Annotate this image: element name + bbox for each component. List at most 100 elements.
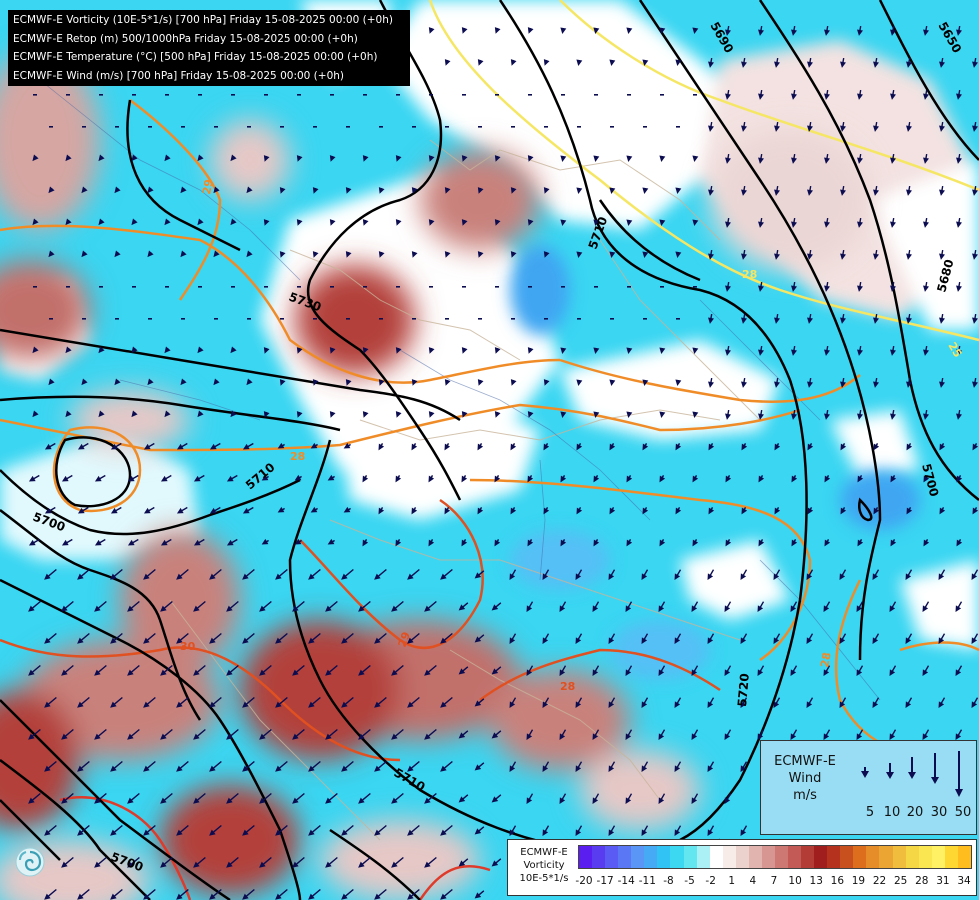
wind-arrow <box>395 475 402 483</box>
wind-arrow <box>444 443 451 451</box>
wind-arrow <box>741 507 748 515</box>
wind-arrow <box>741 121 747 132</box>
wind-calm-mark <box>66 94 70 96</box>
wind-arrow <box>823 601 831 613</box>
wind-value: 50 <box>954 805 972 820</box>
wind-arrow <box>576 379 583 386</box>
wind-arrow <box>922 665 930 677</box>
wind-arrow <box>147 378 154 386</box>
wind-arrow <box>510 443 517 451</box>
color-swatch <box>644 846 658 868</box>
wind-arrow <box>592 729 600 741</box>
wind-arrow <box>905 569 913 581</box>
wind-calm-mark <box>99 286 103 288</box>
color-swatch <box>761 846 775 868</box>
wind-arrow <box>477 379 484 386</box>
wind-arrow <box>28 728 41 740</box>
wind-calm-mark <box>462 94 466 96</box>
wind-calm-mark <box>247 318 251 320</box>
wind-arrow <box>44 824 57 836</box>
wind-arrow <box>296 411 303 418</box>
color-swatch <box>801 846 815 868</box>
isotherm-red-bottom-2 <box>418 865 491 900</box>
wind-calm-mark <box>577 318 581 320</box>
wind-arrow <box>263 347 270 354</box>
wind-arrow <box>674 633 682 645</box>
wind-arrow <box>440 824 453 836</box>
wind-arrow <box>143 760 156 772</box>
wind-arrow <box>308 824 321 836</box>
wind-arrow <box>32 154 39 162</box>
wind-arrow <box>906 313 912 324</box>
wind-arrow <box>325 664 338 676</box>
wind-arrow <box>807 313 813 324</box>
color-swatch <box>827 846 841 868</box>
wind-arrow <box>608 633 616 645</box>
wind-legend: ECMWF-E Wind m/s 5 10 20 30 50 <box>760 740 977 835</box>
wind-arrow <box>81 186 88 194</box>
wind-arrow <box>527 475 534 483</box>
wind-calm-mark <box>396 286 400 288</box>
title-temperature: ECMWF-E Temperature (°C) [500 hPa] Frida… <box>13 51 378 63</box>
wind-value: 5 <box>865 805 875 820</box>
wind-arrow <box>94 664 107 676</box>
wind-arrow <box>658 793 666 805</box>
wind-arrow <box>609 507 616 515</box>
wind-arrow <box>242 888 255 900</box>
wind-arrow <box>938 697 946 709</box>
wind-arrow <box>378 187 385 194</box>
wind-arrow <box>527 347 534 354</box>
wind-arrow <box>526 601 534 613</box>
wind-arrow <box>674 761 682 773</box>
wind-calm-mark <box>82 126 86 128</box>
wind-arrow <box>127 600 140 612</box>
wind-arrow <box>509 697 517 709</box>
wind-arrow <box>310 442 318 449</box>
wind-arrow <box>890 89 896 100</box>
wind-arrow <box>939 249 945 260</box>
wind-arrow <box>110 824 123 836</box>
wind-arrow <box>494 347 501 354</box>
wind-arrow <box>44 632 57 644</box>
wind-arrow <box>906 185 912 196</box>
wind-arrow <box>707 825 715 837</box>
wind-arrow <box>98 346 105 354</box>
wind-arrow <box>131 410 138 418</box>
wind-arrow <box>890 475 897 483</box>
wind-arrow <box>143 442 155 450</box>
wind-arrow <box>791 539 798 547</box>
wind-calm-mark <box>445 126 449 128</box>
wind-arrow <box>28 538 40 546</box>
wind-arrow <box>708 121 714 132</box>
wind-arrow <box>197 154 204 162</box>
wind-arrow <box>77 824 90 836</box>
wind-arrow <box>642 187 649 194</box>
wind-arrow <box>791 89 797 100</box>
wind-arrow <box>543 59 550 66</box>
wind-arrow <box>494 219 501 226</box>
wind-calm-mark <box>544 318 548 320</box>
wind-arrow <box>374 760 387 772</box>
wind-arrow <box>374 568 387 580</box>
wind-arrow <box>259 664 272 676</box>
wind-arrow <box>143 506 155 514</box>
wind-arrow <box>641 761 649 773</box>
wind-arrow <box>246 250 253 258</box>
wind-arrow <box>773 569 781 581</box>
wind-arrow <box>461 27 468 34</box>
wind-arrow <box>543 507 550 515</box>
wind-arrow <box>395 411 402 418</box>
wind-arrow <box>48 186 55 194</box>
wind-arrow <box>61 538 73 546</box>
wind-arrow <box>542 697 550 709</box>
wind-arrow <box>61 856 74 868</box>
wind-arrow <box>906 377 912 388</box>
wind-arrow <box>873 377 879 388</box>
wind-arrow <box>691 793 699 805</box>
wind-arrow <box>213 378 220 386</box>
color-swatch <box>709 846 723 868</box>
wind-arrow <box>971 569 979 581</box>
wind-arrow <box>131 154 138 162</box>
wind-arrow <box>81 250 88 258</box>
wind-arrow <box>956 25 962 36</box>
